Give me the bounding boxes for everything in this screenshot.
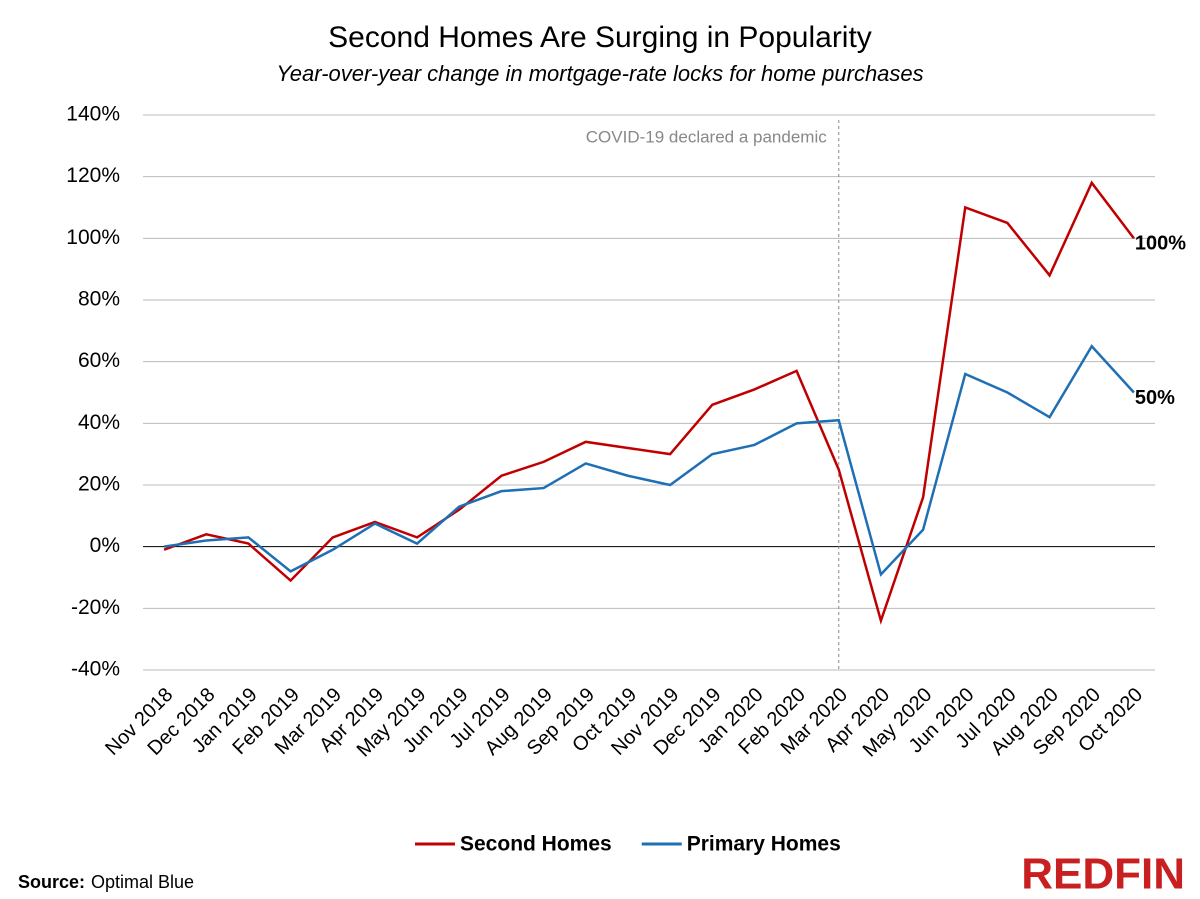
- y-tick-label: 140%: [66, 103, 120, 126]
- legend-label: Primary Homes: [687, 833, 841, 856]
- y-tick-label: 100%: [66, 226, 120, 249]
- annotation-text: COVID-19 declared a pandemic: [586, 127, 827, 146]
- chart-subtitle: Year-over-year change in mortgage-rate l…: [276, 61, 923, 86]
- y-tick-label: -40%: [71, 658, 120, 681]
- data-label: 50%: [1135, 387, 1175, 409]
- y-tick-label: 60%: [78, 349, 120, 372]
- y-tick-label: 80%: [78, 288, 120, 311]
- y-tick-label: 0%: [90, 534, 120, 557]
- y-tick-label: -20%: [71, 596, 120, 619]
- series-line: [163, 180, 1135, 625]
- chart-title: Second Homes Are Surging in Popularity: [328, 21, 872, 54]
- source: Optimal Blue: [91, 872, 194, 892]
- legend-label: Second Homes: [460, 833, 612, 856]
- source-label: Source:: [18, 872, 85, 892]
- y-tick-label: 20%: [78, 473, 120, 496]
- series-line: [163, 344, 1135, 577]
- data-label: 100%: [1135, 233, 1186, 255]
- y-tick-label: 120%: [66, 164, 120, 187]
- y-tick-label: 40%: [78, 411, 120, 434]
- logo: REDFIN: [1021, 850, 1185, 899]
